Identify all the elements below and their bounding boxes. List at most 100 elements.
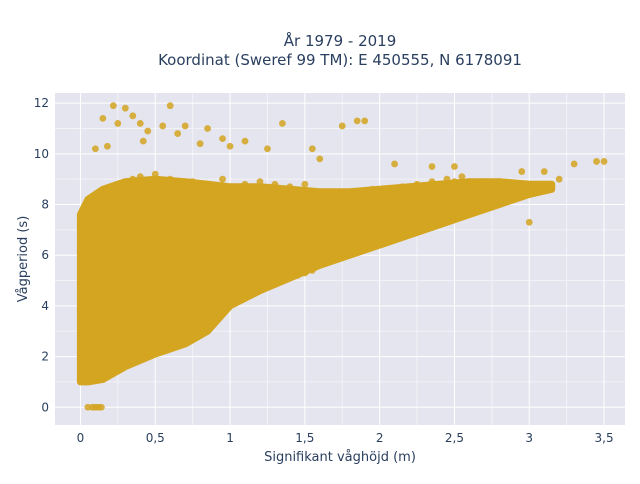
data-point bbox=[99, 114, 107, 122]
data-point bbox=[136, 251, 144, 259]
data-point bbox=[480, 190, 488, 198]
data-point bbox=[249, 246, 256, 254]
data-point bbox=[293, 196, 301, 203]
data-point bbox=[570, 160, 578, 168]
data-point bbox=[443, 201, 451, 208]
data-point bbox=[114, 180, 122, 188]
data-point bbox=[181, 231, 189, 239]
data-point bbox=[428, 178, 436, 186]
data-point bbox=[346, 251, 354, 259]
data-point bbox=[473, 208, 481, 216]
y-tick-label: 10 bbox=[34, 147, 49, 161]
data-point bbox=[159, 282, 167, 290]
data-point bbox=[548, 183, 556, 191]
data-point bbox=[428, 203, 436, 211]
data-point bbox=[241, 213, 249, 221]
data-point bbox=[91, 289, 99, 297]
y-tick-label: 8 bbox=[41, 198, 49, 212]
data-point bbox=[219, 256, 226, 264]
data-point bbox=[181, 289, 189, 297]
data-point bbox=[555, 175, 563, 183]
data-point bbox=[174, 130, 182, 137]
data-point bbox=[503, 185, 511, 193]
data-point bbox=[308, 145, 316, 153]
data-point bbox=[121, 180, 129, 188]
data-point bbox=[466, 196, 473, 203]
data-point bbox=[301, 269, 309, 277]
data-point bbox=[106, 365, 114, 373]
data-point bbox=[241, 256, 249, 264]
data-point bbox=[398, 183, 406, 191]
data-point bbox=[121, 327, 129, 335]
data-point bbox=[510, 196, 518, 203]
x-tick-label: 1,5 bbox=[295, 431, 314, 445]
y-axis-ticks: 0 2 4 6 8 10 12 bbox=[34, 96, 49, 414]
data-point bbox=[234, 297, 241, 305]
data-point bbox=[323, 259, 331, 267]
data-point bbox=[174, 277, 182, 284]
data-point bbox=[406, 185, 413, 193]
data-point bbox=[488, 180, 496, 188]
data-point bbox=[99, 264, 107, 272]
data-point bbox=[109, 102, 117, 110]
data-point bbox=[331, 256, 339, 264]
x-tick-label: 1 bbox=[226, 431, 234, 445]
data-point bbox=[353, 249, 361, 257]
y-tick-label: 12 bbox=[34, 96, 49, 110]
data-point bbox=[226, 218, 234, 226]
chart-title-line-1: År 1979 - 2019 bbox=[284, 31, 397, 50]
y-tick-label: 6 bbox=[41, 248, 49, 262]
data-point bbox=[181, 188, 189, 196]
data-point bbox=[219, 307, 226, 315]
data-point bbox=[219, 175, 226, 183]
data-point bbox=[540, 183, 548, 191]
data-point bbox=[361, 117, 369, 125]
y-axis-label: Vågperiod (s) bbox=[16, 216, 31, 303]
data-point bbox=[196, 226, 204, 234]
data-point bbox=[406, 208, 413, 216]
data-point bbox=[159, 345, 167, 353]
data-point bbox=[398, 234, 406, 241]
data-point bbox=[466, 178, 473, 186]
data-point bbox=[174, 180, 182, 188]
data-point bbox=[406, 231, 413, 239]
data-point bbox=[279, 236, 286, 244]
data-point bbox=[368, 244, 376, 251]
data-point bbox=[338, 254, 346, 262]
data-point bbox=[301, 234, 309, 241]
data-point bbox=[129, 297, 137, 305]
data-point bbox=[129, 112, 137, 120]
data-point bbox=[166, 239, 174, 246]
data-point bbox=[99, 190, 107, 198]
data-point bbox=[91, 201, 99, 208]
data-point bbox=[286, 274, 294, 282]
data-point bbox=[271, 180, 279, 188]
data-point bbox=[159, 185, 167, 193]
data-point bbox=[241, 137, 249, 145]
data-point bbox=[204, 317, 211, 325]
data-point bbox=[293, 231, 301, 239]
data-point bbox=[139, 137, 147, 145]
data-point bbox=[99, 370, 107, 378]
data-point bbox=[525, 190, 533, 198]
data-point bbox=[421, 206, 428, 213]
data-point bbox=[271, 206, 279, 213]
data-point bbox=[249, 289, 256, 297]
data-point bbox=[121, 104, 129, 112]
data-point bbox=[181, 122, 189, 130]
data-point bbox=[136, 120, 144, 127]
data-point bbox=[473, 193, 481, 201]
data-point bbox=[121, 264, 129, 272]
data-point bbox=[159, 122, 167, 130]
data-point bbox=[219, 211, 226, 219]
data-point bbox=[451, 163, 458, 170]
data-point bbox=[129, 355, 137, 363]
x-tick-label: 3,5 bbox=[595, 431, 614, 445]
data-point bbox=[106, 185, 114, 193]
data-point bbox=[510, 185, 518, 193]
data-point bbox=[286, 203, 294, 211]
data-point bbox=[451, 178, 458, 186]
data-point bbox=[189, 335, 197, 343]
